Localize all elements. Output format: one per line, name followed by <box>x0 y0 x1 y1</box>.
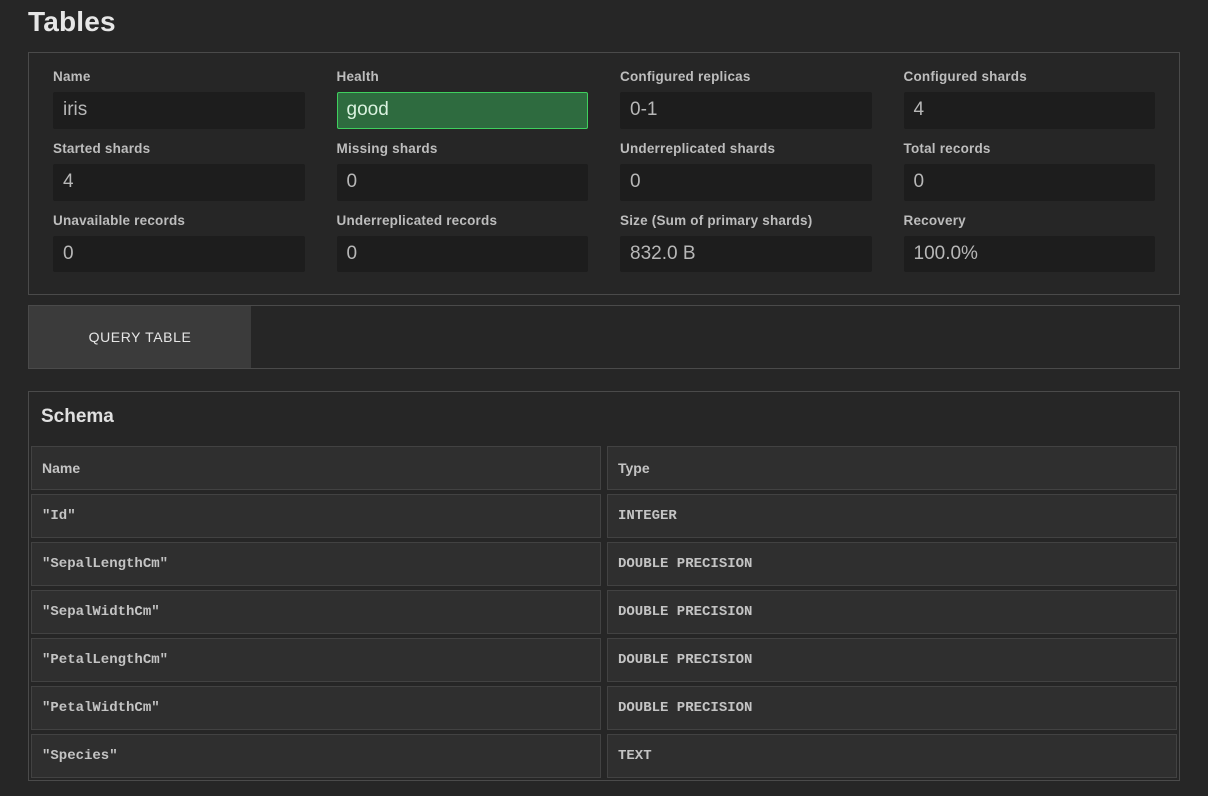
stat-configured-shards-value: 4 <box>904 92 1156 129</box>
stat-underreplicated-shards-label: Underreplicated shards <box>620 141 872 156</box>
tab-strip: QUERY TABLE <box>28 305 1180 369</box>
stat-missing-shards-label: Missing shards <box>337 141 589 156</box>
stat-missing-shards-value: 0 <box>337 164 589 201</box>
page-title: Tables <box>28 0 1180 52</box>
schema-col-type: DOUBLE PRECISION <box>607 542 1177 586</box>
stat-recovery: Recovery 100.0% <box>904 213 1156 273</box>
stat-unavailable-records-value: 0 <box>53 236 305 273</box>
schema-header-name: Name <box>31 446 601 490</box>
schema-col-name: "Species" <box>31 734 601 778</box>
stat-health: Health good <box>337 69 589 129</box>
stat-name-label: Name <box>53 69 305 84</box>
schema-row: "Species" TEXT <box>31 734 1177 778</box>
schema-header-type: Type <box>607 446 1177 490</box>
stat-started-shards-label: Started shards <box>53 141 305 156</box>
schema-col-type: DOUBLE PRECISION <box>607 638 1177 682</box>
schema-col-type: DOUBLE PRECISION <box>607 686 1177 730</box>
stat-total-records-value: 0 <box>904 164 1156 201</box>
schema-col-type: DOUBLE PRECISION <box>607 590 1177 634</box>
table-stats-panel: Name iris Health good Configured replica… <box>28 52 1180 295</box>
schema-col-name: "PetalLengthCm" <box>31 638 601 682</box>
stat-started-shards-value: 4 <box>53 164 305 201</box>
stat-underreplicated-shards: Underreplicated shards 0 <box>620 141 872 201</box>
schema-row: "PetalWidthCm" DOUBLE PRECISION <box>31 686 1177 730</box>
tab-query-table[interactable]: QUERY TABLE <box>29 306 251 368</box>
schema-col-type: INTEGER <box>607 494 1177 538</box>
schema-panel: Schema Name Type "Id" INTEGER "SepalLeng… <box>28 391 1180 781</box>
stat-underreplicated-records: Underreplicated records 0 <box>337 213 589 273</box>
stat-configured-replicas-value: 0-1 <box>620 92 872 129</box>
schema-col-name: "SepalLengthCm" <box>31 542 601 586</box>
stat-configured-shards: Configured shards 4 <box>904 69 1156 129</box>
stat-size-value: 832.0 B <box>620 236 872 273</box>
schema-row: "PetalLengthCm" DOUBLE PRECISION <box>31 638 1177 682</box>
schema-col-name: "Id" <box>31 494 601 538</box>
stat-size-label: Size (Sum of primary shards) <box>620 213 872 228</box>
schema-row: "SepalWidthCm" DOUBLE PRECISION <box>31 590 1177 634</box>
stat-underreplicated-records-label: Underreplicated records <box>337 213 589 228</box>
stat-underreplicated-shards-value: 0 <box>620 164 872 201</box>
stat-missing-shards: Missing shards 0 <box>337 141 589 201</box>
stat-configured-shards-label: Configured shards <box>904 69 1156 84</box>
schema-row: "SepalLengthCm" DOUBLE PRECISION <box>31 542 1177 586</box>
schema-header-row: Name Type <box>31 446 1177 490</box>
schema-col-type: TEXT <box>607 734 1177 778</box>
schema-col-name: "SepalWidthCm" <box>31 590 601 634</box>
stat-recovery-label: Recovery <box>904 213 1156 228</box>
stat-configured-replicas-label: Configured replicas <box>620 69 872 84</box>
stat-health-value: good <box>337 92 589 129</box>
stat-recovery-value: 100.0% <box>904 236 1156 273</box>
stat-unavailable-records: Unavailable records 0 <box>53 213 305 273</box>
schema-table: Name Type "Id" INTEGER "SepalLengthCm" D… <box>29 446 1179 780</box>
stat-underreplicated-records-value: 0 <box>337 236 589 273</box>
stat-total-records: Total records 0 <box>904 141 1156 201</box>
stat-size: Size (Sum of primary shards) 832.0 B <box>620 213 872 273</box>
stat-name: Name iris <box>53 69 305 129</box>
stat-started-shards: Started shards 4 <box>53 141 305 201</box>
schema-row: "Id" INTEGER <box>31 494 1177 538</box>
stat-total-records-label: Total records <box>904 141 1156 156</box>
schema-col-name: "PetalWidthCm" <box>31 686 601 730</box>
stat-configured-replicas: Configured replicas 0-1 <box>620 69 872 129</box>
stat-health-label: Health <box>337 69 589 84</box>
schema-title: Schema <box>29 392 1179 446</box>
stat-name-value: iris <box>53 92 305 129</box>
stat-unavailable-records-label: Unavailable records <box>53 213 305 228</box>
